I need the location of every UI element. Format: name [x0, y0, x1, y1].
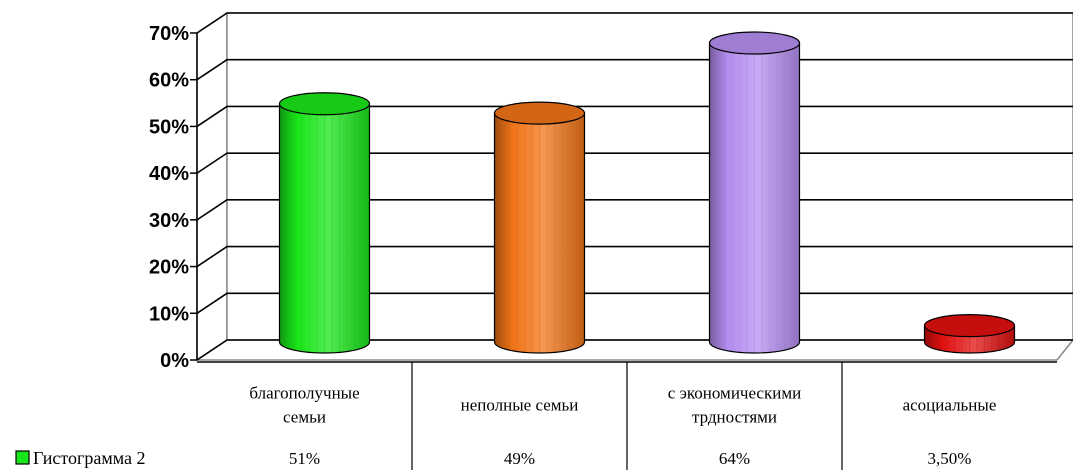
bar-top	[493, 101, 586, 125]
y-tick-label: 70%	[149, 23, 189, 45]
gridline	[196, 12, 1073, 34]
legend-key	[15, 450, 30, 465]
value-label: 3,50%	[928, 449, 972, 468]
y-tick-label: 60%	[149, 70, 189, 92]
category-label: благополучные	[249, 384, 359, 403]
y-tick-label: 30%	[149, 210, 189, 232]
y-tick-label: 10%	[149, 303, 189, 325]
y-tick-label: 40%	[149, 163, 189, 185]
bar-top	[708, 31, 801, 55]
bars	[278, 31, 1016, 354]
bar-top	[923, 314, 1016, 338]
value-label: 51%	[289, 449, 320, 468]
chart-walls	[194, 11, 1073, 362]
side-wall	[196, 11, 228, 362]
bar-top	[278, 92, 371, 116]
y-tick-label: 50%	[149, 116, 189, 138]
value-label: 64%	[719, 449, 750, 468]
data-table: благополучные семьи 51% неполные семьи 49% с …	[15, 361, 1057, 470]
y-axis: 0% 10% 20% 30% 40% 50% 60% 70%	[149, 23, 198, 372]
category-label: семьи	[283, 408, 326, 427]
category-label: трдностями	[692, 408, 777, 427]
bar	[493, 101, 586, 354]
value-label: 49%	[504, 449, 535, 468]
legend-label: Гистограмма 2	[33, 448, 146, 468]
category-label: асоциальные	[903, 396, 997, 415]
y-tick-label: 0%	[160, 350, 189, 372]
category-label: с экономическими	[668, 384, 801, 403]
bar	[708, 31, 801, 354]
bar	[923, 314, 1016, 354]
category-label: неполные семьи	[461, 396, 579, 415]
y-tick-label: 20%	[149, 257, 189, 279]
bar	[278, 92, 371, 354]
